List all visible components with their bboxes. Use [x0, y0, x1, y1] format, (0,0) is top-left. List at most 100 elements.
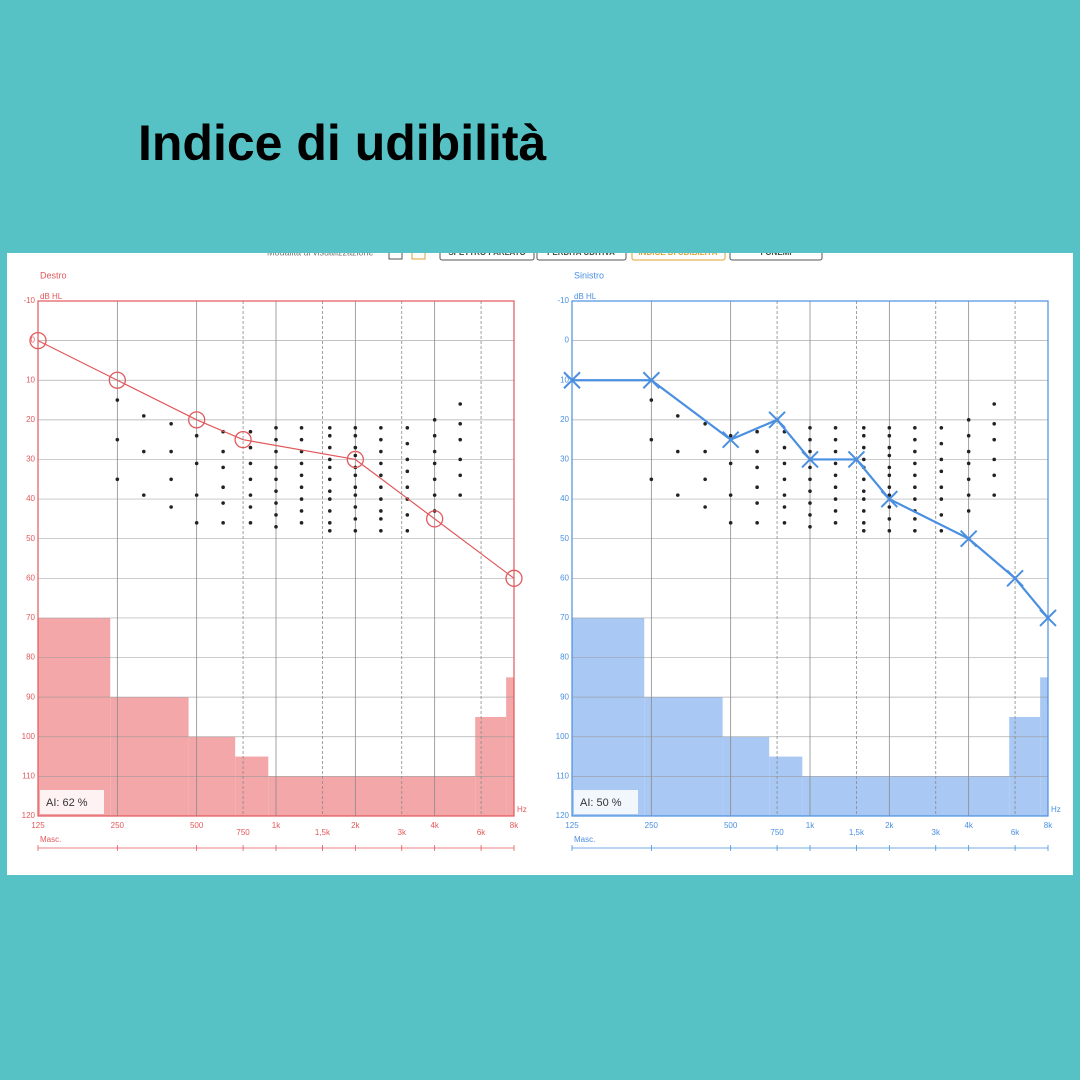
audibility-dot: [755, 501, 759, 505]
audibility-dot: [141, 449, 146, 454]
audibility-dot: [274, 501, 278, 505]
audibility-dot: [274, 513, 278, 517]
audibility-dot: [755, 429, 759, 434]
x-tick-label: 6k: [1011, 828, 1020, 837]
masking-area: [235, 756, 269, 816]
y-tick-label: 120: [22, 811, 36, 820]
audibility-dot: [458, 402, 463, 406]
y-tick-label: 110: [556, 771, 569, 780]
audibility-dot: [353, 485, 358, 489]
y-tick-label: -10: [23, 296, 35, 305]
marker-o: [505, 569, 523, 587]
audibility-dot: [299, 437, 304, 442]
audibility-dot: [458, 422, 463, 426]
audibility-dot: [966, 477, 971, 482]
audibility-dot: [248, 521, 253, 525]
marker-o: [346, 450, 364, 469]
audibility-dot: [299, 425, 304, 430]
chart-title: Sinistro: [574, 270, 604, 280]
audibility-dot: [274, 465, 278, 470]
marker-x: [801, 450, 819, 469]
view-icon[interactable]: [388, 245, 403, 260]
marker-x: [1006, 569, 1024, 588]
audibility-dot: [327, 489, 332, 493]
audibility-dot: [992, 422, 997, 426]
audibility-dot: [194, 461, 199, 466]
masking-area: [644, 697, 723, 816]
audibility-dot: [913, 449, 917, 454]
masking-area: [268, 776, 476, 816]
audibility-dot: [248, 429, 253, 434]
marker-x: [563, 371, 581, 389]
button[interactable]: [729, 240, 823, 261]
audibility-dot: [833, 473, 838, 478]
toolbar: Modalità di visualizzazione SPETTRO PARL…: [267, 240, 823, 261]
button[interactable]: [439, 240, 535, 261]
audibility-dot: [327, 433, 332, 438]
audibility-dot: [248, 493, 253, 497]
audibility-dot: [379, 461, 383, 466]
audibility-dot: [327, 445, 332, 450]
x-tick-label: 4k: [964, 821, 973, 830]
audibility-dot: [913, 517, 917, 521]
audibility-dot: [221, 465, 225, 470]
audibility-dot: [703, 449, 707, 454]
plot-frame: [571, 300, 1049, 817]
audibility-dot: [353, 453, 358, 458]
x-tick-label: 8k: [510, 821, 519, 830]
masking-area: [572, 617, 645, 816]
audibility-dot: [379, 449, 383, 454]
audibility-dot: [379, 528, 383, 533]
y-tick-label: 90: [26, 692, 35, 701]
audibility-dot: [649, 398, 654, 402]
toolbar-label: Modalità di visualizzazione: [267, 247, 374, 257]
y-tick-label: 20: [26, 415, 35, 424]
button-label: FONEMI: [760, 248, 791, 257]
audibility-dot: [887, 473, 892, 478]
annotation-box: [574, 790, 638, 814]
y-axis-label: dB HL: [574, 292, 597, 301]
audibility-dot: [755, 485, 759, 489]
x-tick-label: 250: [111, 821, 125, 830]
audibility-dot: [887, 453, 892, 458]
y-tick-label: -10: [557, 296, 569, 305]
y-tick-label: 40: [560, 494, 569, 503]
audibility-dot: [248, 461, 253, 466]
audibility-dot: [861, 509, 866, 513]
audibility-dot: [405, 469, 410, 474]
view-icon[interactable]: [411, 245, 426, 260]
marker-o: [188, 411, 206, 429]
audibility-dot: [887, 465, 892, 470]
audibility-dot: [913, 473, 917, 478]
audibility-dot: [808, 449, 812, 454]
y-tick-label: 100: [22, 732, 36, 741]
marker-o: [108, 371, 126, 389]
audibility-dot: [861, 528, 866, 533]
y-tick-label: 20: [560, 415, 569, 424]
x-tick-label: 2k: [351, 821, 360, 830]
button-label: SPETTRO PARLATO: [448, 248, 525, 257]
audibility-dot: [833, 461, 838, 466]
audibility-dot: [649, 477, 654, 482]
button[interactable]: [536, 240, 627, 261]
marker-x: [768, 411, 786, 429]
audibility-dot: [913, 485, 917, 489]
audibility-dot: [808, 501, 812, 505]
audibility-dot: [221, 485, 225, 489]
audibility-dot: [353, 425, 358, 430]
audibility-dot: [755, 521, 759, 525]
audibility-dot: [299, 521, 304, 525]
audibility-dot: [327, 465, 332, 470]
audibility-dot: [405, 457, 410, 462]
audibility-dot: [966, 493, 971, 497]
audibility-dot: [649, 437, 654, 442]
masking-area: [769, 756, 803, 816]
audibility-dot: [939, 441, 944, 446]
y-tick-label: 60: [26, 573, 35, 582]
audibility-dot: [327, 528, 332, 533]
button[interactable]: [631, 240, 726, 261]
audibility-dot: [248, 505, 253, 509]
audibility-dot: [992, 402, 997, 406]
marker-x: [959, 529, 978, 548]
